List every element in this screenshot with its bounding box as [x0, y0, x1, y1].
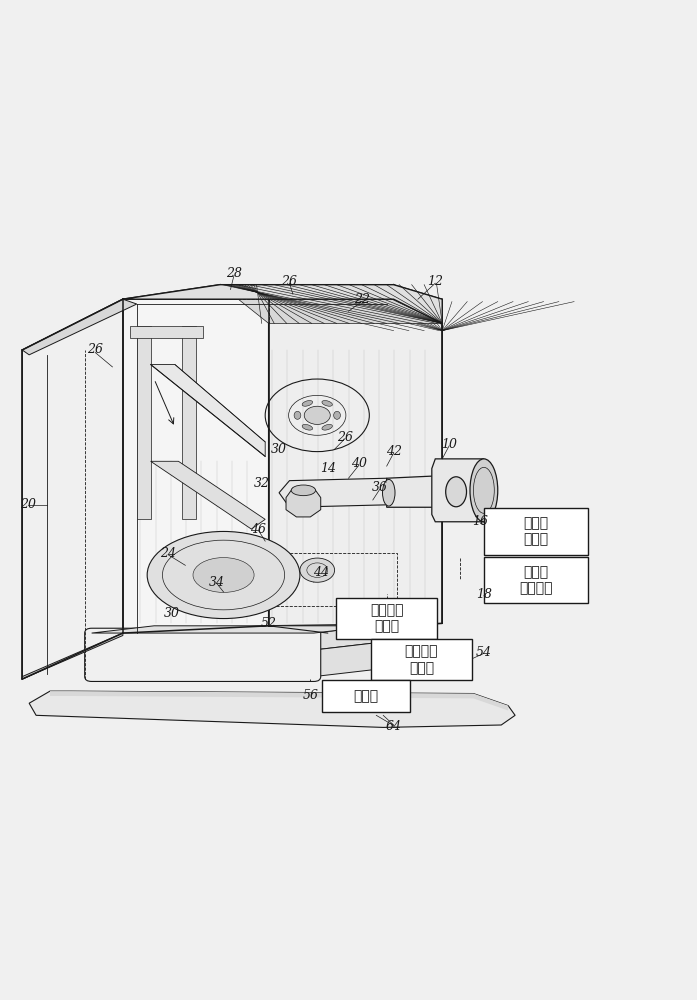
Polygon shape: [50, 691, 508, 710]
Text: 46: 46: [250, 523, 266, 536]
Polygon shape: [268, 299, 442, 633]
Polygon shape: [22, 633, 123, 679]
Text: 28: 28: [226, 267, 242, 280]
Polygon shape: [151, 461, 265, 529]
Polygon shape: [182, 326, 196, 519]
Text: 56: 56: [302, 689, 319, 702]
Polygon shape: [91, 626, 376, 633]
Text: 26: 26: [282, 275, 298, 288]
Ellipse shape: [322, 424, 332, 430]
Ellipse shape: [322, 401, 332, 406]
Polygon shape: [268, 299, 442, 626]
Text: 20: 20: [20, 498, 36, 511]
Polygon shape: [220, 285, 442, 323]
Ellipse shape: [302, 401, 313, 406]
Polygon shape: [432, 459, 484, 522]
Ellipse shape: [294, 411, 301, 419]
Text: 30: 30: [164, 607, 179, 620]
Text: 24: 24: [160, 547, 176, 560]
Polygon shape: [387, 476, 456, 507]
Text: 10: 10: [441, 438, 457, 451]
Text: 36: 36: [372, 481, 388, 494]
Polygon shape: [151, 365, 265, 456]
Ellipse shape: [147, 531, 300, 619]
Text: 胶粘剂
分配模块: 胶粘剂 分配模块: [519, 565, 553, 595]
Text: 第二空气
供应源: 第二空气 供应源: [405, 645, 438, 675]
Text: 34: 34: [208, 576, 224, 589]
Polygon shape: [91, 650, 314, 677]
Ellipse shape: [193, 558, 254, 592]
Text: 30: 30: [271, 443, 287, 456]
Text: 26: 26: [87, 343, 103, 356]
Text: 第一空气
供应源: 第一空气 供应源: [370, 603, 404, 634]
Polygon shape: [137, 326, 151, 519]
Circle shape: [300, 558, 335, 582]
Text: 54: 54: [476, 646, 492, 659]
Text: 42: 42: [385, 445, 401, 458]
Ellipse shape: [302, 424, 313, 430]
Polygon shape: [29, 691, 515, 727]
Text: 32: 32: [254, 477, 270, 490]
Ellipse shape: [383, 479, 395, 506]
Ellipse shape: [445, 477, 466, 507]
Ellipse shape: [470, 459, 498, 522]
Text: 12: 12: [427, 275, 443, 288]
FancyBboxPatch shape: [322, 680, 410, 712]
Ellipse shape: [334, 411, 340, 419]
Text: 22: 22: [354, 293, 370, 306]
FancyBboxPatch shape: [484, 508, 588, 555]
Polygon shape: [130, 326, 203, 338]
Polygon shape: [91, 626, 376, 650]
Polygon shape: [123, 285, 442, 323]
Text: 64: 64: [385, 720, 401, 733]
Circle shape: [305, 406, 330, 424]
Text: 44: 44: [313, 566, 329, 579]
Text: 40: 40: [351, 457, 367, 470]
Text: 52: 52: [261, 617, 277, 630]
Polygon shape: [22, 299, 123, 679]
Text: 控制器: 控制器: [353, 689, 378, 703]
Ellipse shape: [291, 485, 316, 496]
Text: 胶粘剂
融化器: 胶粘剂 融化器: [523, 516, 549, 547]
Text: 26: 26: [337, 431, 353, 444]
Polygon shape: [279, 478, 390, 507]
FancyBboxPatch shape: [336, 598, 437, 639]
FancyBboxPatch shape: [484, 557, 588, 603]
Polygon shape: [123, 299, 268, 633]
Text: 16: 16: [473, 515, 489, 528]
Polygon shape: [22, 299, 137, 355]
FancyBboxPatch shape: [371, 639, 472, 680]
Text: 14: 14: [320, 462, 336, 475]
Text: 18: 18: [476, 588, 492, 601]
FancyBboxPatch shape: [85, 628, 321, 681]
Polygon shape: [314, 643, 376, 677]
Polygon shape: [286, 488, 321, 517]
